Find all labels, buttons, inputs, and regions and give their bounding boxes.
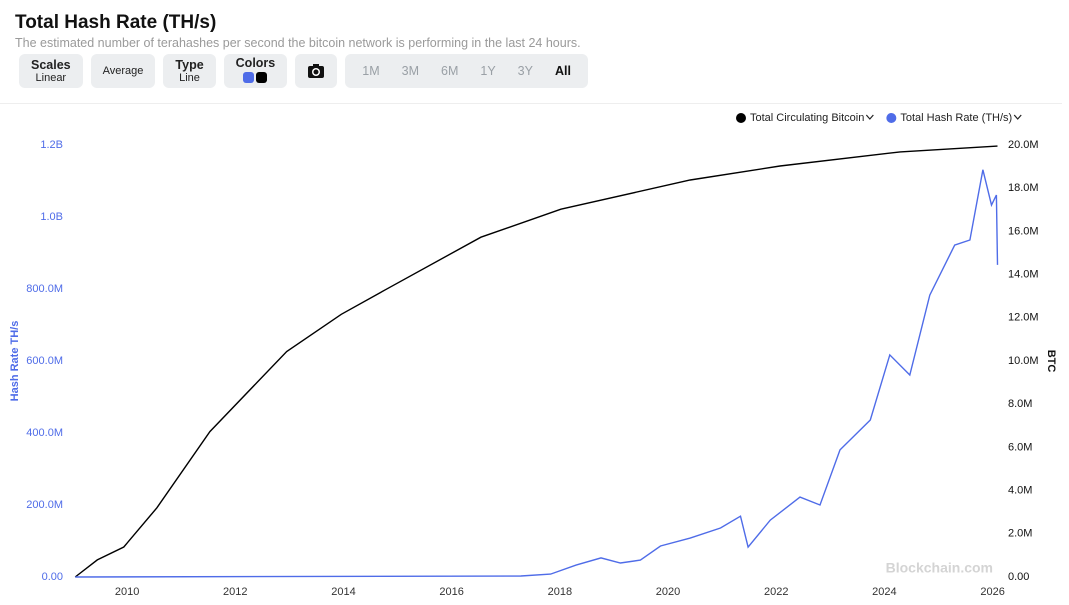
x-tick-label: 2010: [115, 586, 139, 598]
button-label: Colors: [235, 56, 276, 70]
x-tick-label: 2024: [872, 586, 896, 598]
average-button[interactable]: Average: [90, 54, 156, 88]
x-tick-label: 2026: [980, 586, 1004, 598]
button-value: Linear: [35, 72, 67, 84]
range-button[interactable]: 6M: [441, 64, 459, 78]
button-label: Average: [102, 65, 144, 77]
y2-tick-label: 20.0M: [1008, 139, 1039, 151]
camera-button[interactable]: [295, 54, 338, 88]
range-button[interactable]: 1M: [362, 64, 380, 78]
y2-tick-label: 10.0M: [1008, 355, 1039, 367]
type-button[interactable]: Type Line: [163, 54, 216, 88]
legend-marker: [886, 113, 897, 123]
x-tick-label: 2016: [439, 586, 463, 598]
y2-tick-label: 14.0M: [1008, 269, 1039, 281]
range-button[interactable]: 1Y: [480, 64, 496, 78]
y2-tick-label: 18.0M: [1008, 182, 1039, 194]
x-tick-label: 2018: [548, 586, 572, 598]
toolbar: Scales Linear Average Type Line Colors 1M 3…: [19, 54, 588, 88]
y2-tick-label: 16.0M: [1008, 225, 1039, 237]
line-series: [74, 145, 998, 578]
title: Total Hash Rate (TH/s): [15, 12, 217, 33]
range-selector: 1M 3M 6M 1Y 3Y All: [345, 54, 588, 88]
y2-tick-label: 0.00: [1008, 571, 1029, 583]
y2-tick-label: 6.0M: [1008, 441, 1032, 453]
y2-tick-label: 12.0M: [1008, 312, 1039, 324]
colors-button[interactable]: Colors: [223, 54, 288, 88]
y-tick-label: 600.0M: [26, 355, 63, 367]
legend-chevron: [865, 114, 874, 120]
range-button[interactable]: 3M: [401, 64, 419, 78]
y2-tick-label: 4.0M: [1008, 485, 1032, 497]
y-tick-label: 1.2B: [40, 139, 63, 151]
y-tick-label: 200.0M: [26, 499, 63, 511]
x-tick-label: 2022: [764, 586, 788, 598]
header: Total Hash Rate (TH/s) The estimated num…: [15, 12, 581, 50]
scales-button[interactable]: Scales Linear: [19, 54, 83, 88]
x-tick-label: 2020: [656, 586, 680, 598]
y2-tick-label: 8.0M: [1008, 398, 1032, 410]
camera-icon: [308, 64, 325, 78]
button-label: Scales: [31, 58, 71, 72]
x-tick-label: 2012: [223, 586, 247, 598]
subtitle: The estimated number of terahashes per s…: [15, 36, 581, 50]
range-button[interactable]: 3Y: [517, 64, 533, 78]
y-axis-label: Hash Rate TH/s: [9, 321, 21, 402]
separator: [0, 103, 1062, 104]
y2-tick-label: 2.0M: [1008, 528, 1032, 540]
button-value: Line: [179, 72, 200, 84]
y-tick-label: 1.0B: [40, 211, 63, 223]
y2-axis-label: BTC: [1045, 350, 1057, 373]
line-series: [75, 169, 999, 578]
y-tick-label: 0.00: [42, 571, 63, 583]
swatch: [243, 72, 255, 83]
range-button[interactable]: All: [554, 64, 571, 78]
legend-chevron: [1013, 114, 1022, 120]
legend-label: Total Circulating Bitcoin: [750, 112, 864, 124]
swatch: [256, 72, 268, 83]
y-tick-label: 800.0M: [26, 283, 63, 295]
legend-marker: [736, 113, 746, 123]
y-tick-label: 400.0M: [26, 427, 63, 439]
watermark: Blockchain.com: [886, 560, 993, 576]
x-tick-label: 2014: [331, 586, 355, 598]
button-label: Type: [175, 58, 204, 72]
legend-label: Total Hash Rate (TH/s): [900, 112, 1012, 124]
